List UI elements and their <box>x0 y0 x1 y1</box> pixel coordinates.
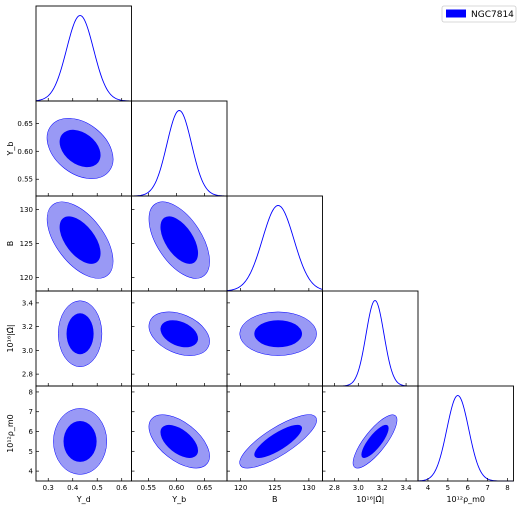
legend-swatch <box>446 9 466 18</box>
y-tick-label: 0.60 <box>17 148 33 156</box>
y-axis-label-param-2: Υ_b <box>6 142 15 157</box>
y-tick-label: 8 <box>29 388 33 396</box>
contour-68-param-4-vs-param-2 <box>160 320 199 348</box>
contour-68-param-5-vs-param-1 <box>63 420 97 462</box>
x-tick-label: 4 <box>426 484 431 492</box>
panel-param-4-vs-param-2 <box>131 290 228 387</box>
y-tick-label: 2.8 <box>22 371 33 379</box>
x-tick-label: 0.5 <box>92 484 103 492</box>
y-tick-label: 0.55 <box>17 176 33 184</box>
x-tick-label: 7 <box>485 484 489 492</box>
x-tick-label: 125 <box>268 484 281 492</box>
panel-param-5-vs-param-3: 120 125 130 <box>226 385 323 492</box>
x-tick-label: 0.3 <box>43 484 54 492</box>
panel-frame <box>417 385 514 482</box>
y-axis-label-param-4: 10¹⁶|Ω̂| <box>5 324 15 352</box>
contour-68-param-5-vs-param-3 <box>254 424 303 458</box>
panel-param-5-vs-param-4: 2.8 3.0 3.2 3.4 <box>322 385 419 492</box>
x-tick-label: 0.55 <box>141 484 157 492</box>
x-tick-label: 2.8 <box>329 484 340 492</box>
marginal-curve-param-1 <box>35 15 132 102</box>
y-tick-label: 125 <box>20 240 33 248</box>
marginal-curve-param-2 <box>131 110 228 197</box>
contour-68-param-2-vs-param-1 <box>59 129 101 168</box>
contour-68-param-4-vs-param-3 <box>254 320 303 348</box>
legend-label: NGC7814 <box>471 10 514 20</box>
y-tick-label: 6 <box>29 428 34 436</box>
contour-68-param-4-vs-param-1 <box>66 313 94 355</box>
x-axis-label-param-1: Υ_d <box>76 495 91 504</box>
legend: NGC7814 <box>441 5 517 23</box>
x-tick-label: 3.4 <box>400 484 412 492</box>
contour-68-param-3-vs-param-1 <box>59 216 101 264</box>
x-axis-label-param-5: 10¹²ρ_m0 <box>446 495 485 504</box>
y-tick-label: 3.4 <box>22 299 34 307</box>
marginal-curve-param-3 <box>226 205 323 292</box>
y-tick-label: 4 <box>29 468 34 476</box>
y-axis-label-param-5: 10¹²ρ_m0 <box>6 414 15 453</box>
x-tick-label: 130 <box>302 484 315 492</box>
x-axis-label-param-2: Υ_b <box>171 495 186 504</box>
x-axis-label-param-3: B <box>272 495 278 504</box>
contour-68-param-5-vs-param-4 <box>361 424 389 458</box>
x-tick-label: 5 <box>446 484 450 492</box>
y-tick-label: 5 <box>29 448 33 456</box>
y-tick-label: 3.0 <box>22 347 33 355</box>
panel-param-4-vs-param-3 <box>226 290 323 387</box>
x-axis-label-param-4: 10¹⁶|Ω̂| <box>356 494 384 504</box>
x-tick-label: 0.6 <box>116 484 128 492</box>
x-tick-label: 0.65 <box>197 484 213 492</box>
y-tick-label: 130 <box>20 206 33 214</box>
panel-param-4-vs-param-1: 2.8 3.0 3.2 3.4 <box>22 290 132 387</box>
y-axis-label-param-3: B <box>6 241 15 247</box>
y-tick-label: 120 <box>20 274 33 282</box>
contour-68-param-5-vs-param-2 <box>160 424 199 458</box>
panel-param-5-vs-param-1: 0.3 0.4 0.5 0.6 4 5 6 7 8 <box>29 385 132 492</box>
x-tick-label: 3.2 <box>377 484 388 492</box>
x-tick-label: 0.60 <box>169 484 185 492</box>
panel-param-5-vs-param-5: 4 5 6 7 8 <box>417 385 514 492</box>
x-tick-label: 0.4 <box>67 484 79 492</box>
y-tick-label: 0.65 <box>17 120 33 128</box>
y-tick-label: 3.2 <box>22 323 33 331</box>
contour-68-param-3-vs-param-2 <box>160 216 199 264</box>
x-tick-label: 3.0 <box>353 484 364 492</box>
panel-param-2-vs-param-1: 0.55 0.60 0.65 <box>17 100 132 197</box>
x-tick-label: 120 <box>234 484 247 492</box>
x-tick-label: 8 <box>505 484 509 492</box>
y-tick-label: 7 <box>29 408 33 416</box>
x-tick-label: 6 <box>466 484 471 492</box>
